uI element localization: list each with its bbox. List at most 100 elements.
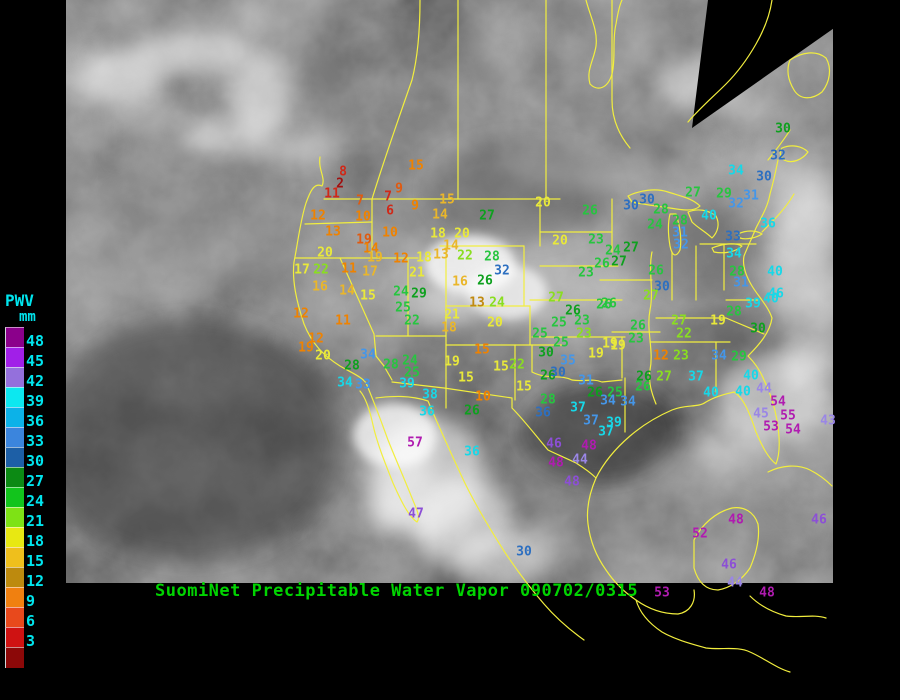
station-value: 26	[596, 297, 612, 313]
station-value: 25	[551, 315, 567, 331]
station-value: 19	[602, 336, 618, 352]
legend-swatch	[5, 367, 24, 388]
station-value: 22	[404, 313, 420, 329]
legend-value: 6	[26, 612, 36, 630]
legend-swatch	[5, 387, 24, 408]
station-value: 14	[339, 283, 355, 299]
station-value: 23	[588, 232, 604, 248]
legend-row: 3	[5, 627, 65, 650]
legend-swatch	[5, 407, 24, 428]
station-value: 25	[532, 326, 548, 342]
legend-unit-label: mm	[19, 309, 36, 325]
station-value: 30	[550, 365, 566, 381]
station-value: 15	[493, 359, 509, 375]
station-value: 10	[355, 209, 371, 225]
station-value: 14	[443, 238, 459, 254]
legend-value: 21	[26, 512, 45, 530]
station-value: 31	[578, 373, 594, 389]
legend-row: 21	[5, 507, 65, 530]
station-value: 46	[721, 557, 737, 573]
legend-value: 45	[26, 352, 45, 370]
station-value: 36	[419, 404, 435, 420]
station-value: 30	[538, 345, 554, 361]
station-value: 34	[600, 393, 616, 409]
legend-value: 33	[26, 432, 45, 450]
station-value: 23	[578, 265, 594, 281]
legend-row	[5, 647, 65, 668]
legend-value: 3	[26, 632, 36, 650]
station-value: 26	[540, 368, 556, 384]
legend-scale: 48 45 42 39 36 33 30 27 24 21 18 15 12 9 6 3	[5, 327, 65, 668]
station-value: 31	[733, 275, 749, 291]
station-value: 48	[728, 512, 744, 528]
legend-row: 9	[5, 587, 65, 609]
station-value: 19	[588, 346, 604, 362]
station-value: 29	[716, 186, 732, 202]
station-value: 44	[756, 381, 772, 397]
legend-swatch	[5, 547, 24, 568]
station-value: 8	[339, 164, 347, 180]
station-value: 31	[743, 188, 759, 204]
station-value: 19	[367, 250, 383, 266]
station-value: 46	[768, 286, 784, 302]
station-value: 45	[753, 406, 769, 422]
station-value: 24	[605, 243, 621, 259]
station-value: 24	[489, 295, 505, 311]
station-value: 32	[728, 196, 744, 212]
station-value: 6	[386, 203, 394, 219]
legend-row: 12	[5, 567, 65, 590]
station-value: 40	[743, 368, 759, 384]
legend-value: 12	[26, 572, 45, 590]
station-value: 53	[763, 419, 779, 435]
satellite-raster	[66, 0, 874, 583]
station-value: 35	[560, 353, 576, 369]
station-value: 54	[770, 394, 786, 410]
station-value: 40	[767, 264, 783, 280]
station-value: 37	[570, 400, 586, 416]
product-title: SuomiNet Precipitable Water Vapor 090702…	[155, 581, 639, 601]
station-value: 11	[324, 186, 340, 202]
station-value: 33	[725, 229, 741, 245]
legend-swatch	[5, 627, 24, 648]
pwv-legend: PWV mm 48 45 42 39 36 33 30 27 24 21 18 15 12 9 6 3	[5, 293, 65, 668]
station-value: 40	[701, 208, 717, 224]
legend-value: 42	[26, 372, 45, 390]
station-value: 37	[598, 424, 614, 440]
station-value: 26	[635, 379, 651, 395]
station-value: 26	[464, 403, 480, 419]
legend-value: 48	[26, 332, 45, 350]
legend-value: 27	[26, 472, 45, 490]
station-value: 26	[630, 318, 646, 334]
station-value: 2	[336, 176, 344, 192]
station-value: 11	[335, 313, 351, 329]
legend-row: 27	[5, 467, 65, 490]
station-value: 22	[676, 326, 692, 342]
station-value: 9	[395, 181, 403, 197]
station-value: 30	[639, 192, 655, 208]
legend-swatch	[5, 487, 24, 508]
station-value: 12	[310, 208, 326, 224]
station-value: 17	[294, 262, 310, 278]
station-value: 21	[444, 307, 460, 323]
station-value: 34	[337, 375, 353, 391]
legend-value: 24	[26, 492, 45, 510]
station-value: 20	[454, 226, 470, 242]
station-value: 13	[469, 295, 485, 311]
station-value: 26	[594, 256, 610, 272]
station-value: 33	[355, 377, 371, 393]
station-value: 48	[759, 585, 775, 601]
station-value: 15	[516, 379, 532, 395]
station-value: 48	[548, 455, 564, 471]
station-value: 18	[441, 320, 457, 336]
legend-row: 18	[5, 527, 65, 549]
station-value: 27	[611, 254, 627, 270]
station-value: 14	[432, 207, 448, 223]
station-value: 26	[648, 263, 664, 279]
station-value: 32	[673, 237, 689, 253]
station-value: 23	[628, 331, 644, 347]
station-value: 32	[770, 148, 786, 164]
station-value: 28	[383, 357, 399, 373]
station-value: 15	[360, 288, 376, 304]
station-value: 31	[672, 225, 688, 241]
